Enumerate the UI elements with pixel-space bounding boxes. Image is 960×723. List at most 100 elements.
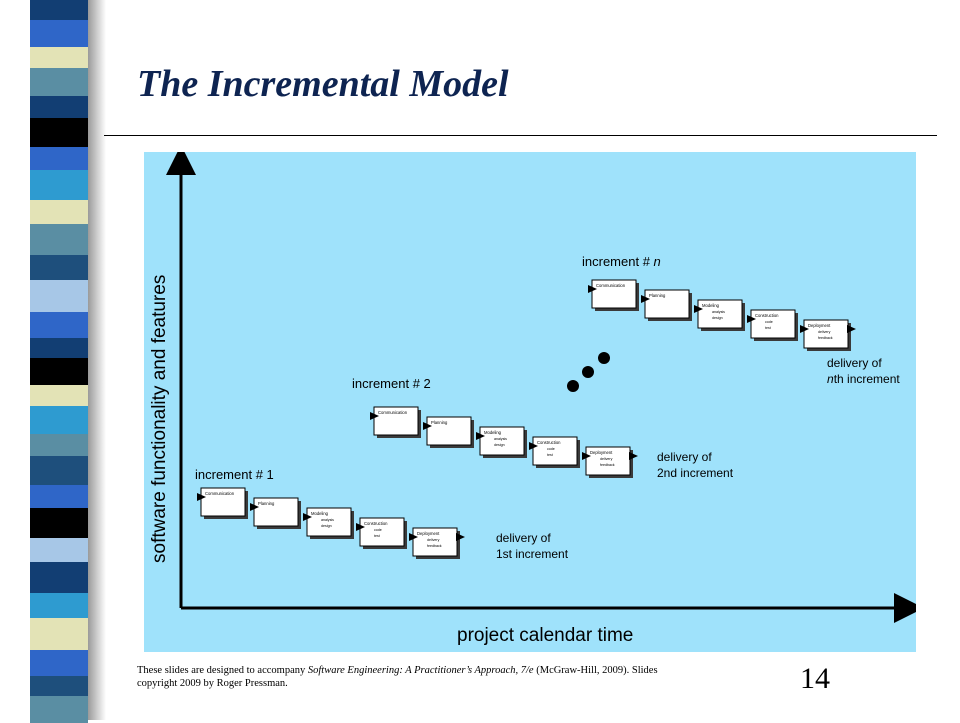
strip-block [30,338,88,358]
decorative-side-strip [0,0,110,723]
strip-block [30,20,88,47]
flow-arrow-icon [582,452,591,460]
activity-subtask: code [547,447,555,451]
increment-chains: Communication Planning Modeling analysis des… [197,279,856,559]
activity-subtask: feedback [818,336,833,340]
activity-name: Planning [258,501,275,506]
activity-box-construction-1: Construction code test [356,517,407,549]
activity-box-communication-2: Communication [370,406,421,438]
strip-shadow [88,0,106,720]
delivery-label-2: delivery of 2nd increment [657,450,734,480]
continuation-dot [582,366,594,378]
activity-name: Construction [537,440,561,445]
activity-subtask: delivery [427,538,440,542]
x-axis-label: project calendar time [457,625,633,646]
activity-subtask: code [765,320,773,324]
activity-subtask: delivery [818,330,831,334]
increment-label-n: increment # n [582,254,661,269]
activity-box-communication-n: Communication [588,279,639,311]
flow-arrow-icon [250,503,259,511]
strip-block [30,47,88,68]
activity-name: Deployment [590,450,613,455]
slide-footer: These slides are designed to accompany S… [137,664,697,690]
strip-block [30,224,88,255]
activity-name: Construction [364,521,388,526]
activity-box-deployment-2: Deployment delivery feedback [582,446,633,478]
activity-subtask: feedback [427,544,442,548]
strip-block [30,508,88,538]
delivery-label-n: delivery of nth increment [827,356,900,386]
delivery-arrow-icon [629,452,638,460]
activity-subtask: analysis [321,518,334,522]
strip-block [30,385,88,406]
activity-name: Communication [205,491,235,496]
flow-arrow-icon [423,422,432,430]
strip-block [30,170,88,200]
flow-arrow-icon [409,533,418,541]
activity-name: Deployment [808,323,831,328]
activity-box-communication-1: Communication [197,487,248,519]
activity-name: Modeling [484,430,502,435]
slide-title: The Incremental Model [137,63,509,105]
activity-name: Modeling [311,511,329,516]
flow-arrow-icon [747,315,756,323]
activity-name: Deployment [417,531,440,536]
activity-box-planning-n: Planning [641,289,692,321]
strip-block [30,96,88,118]
activity-subtask: test [374,534,380,538]
activity-subtask: analysis [712,310,725,314]
strip-block [30,538,88,562]
flow-arrow-icon [476,432,485,440]
footer-prefix: These slides are designed to accompany [137,665,308,676]
activity-name: Modeling [702,303,720,308]
flow-arrow-icon [694,305,703,313]
activity-box-modeling-2: Modeling analysis design [476,426,527,458]
activity-subtask: design [494,443,505,447]
flow-arrow-icon [800,325,809,333]
flow-arrow-icon [356,523,365,531]
strip-block [30,406,88,434]
strip-block [30,312,88,338]
delivery-arrow-icon [456,533,465,541]
activity-subtask: design [321,524,332,528]
strip-block [30,434,88,456]
incremental-model-diagram: software functionality and features proj… [144,145,924,652]
strip-block [30,255,88,280]
activity-box-modeling-n: Modeling analysis design [694,299,745,331]
strip-block [30,118,88,147]
flow-arrow-icon [588,285,597,293]
activity-subtask: test [765,326,771,330]
activity-subtask: analysis [494,437,507,441]
flow-arrow-icon [641,295,650,303]
activity-name: Planning [649,293,666,298]
increment-label-2: increment # 2 [352,376,431,391]
footer-book-title: Software Engineering: A Practitioner’s A… [307,665,534,676]
strip-block [30,618,88,650]
strip-block [30,676,88,696]
strip-block [30,358,88,385]
activity-box-construction-2: Construction code test [529,436,580,468]
increment-label-1: increment # 1 [195,467,274,482]
activity-box-modeling-1: Modeling analysis design [303,507,354,539]
flow-arrow-icon [529,442,538,450]
footer-suffix: (McGraw-Hill, 2009). Slides copyright 20… [137,665,658,689]
strip-block [30,562,88,593]
activity-box-planning-2: Planning [423,416,474,448]
strip-block [30,696,88,723]
activity-name: Planning [431,420,448,425]
continuation-dot [598,352,610,364]
activity-box-deployment-n: Deployment delivery feedback [800,319,851,351]
activity-subtask: design [712,316,723,320]
flow-arrow-icon [197,493,206,501]
activity-subtask: code [374,528,382,532]
flow-arrow-icon [370,412,379,420]
strip-block [30,280,88,312]
activity-box-planning-1: Planning [250,497,301,529]
activity-box-construction-n: Construction code test [747,309,798,341]
strip-block [30,68,88,96]
strip-block [30,485,88,508]
strip-block [30,456,88,485]
y-axis-label: software functionality and features [149,275,170,563]
activity-subtask: delivery [600,457,613,461]
strip-block [30,650,88,676]
